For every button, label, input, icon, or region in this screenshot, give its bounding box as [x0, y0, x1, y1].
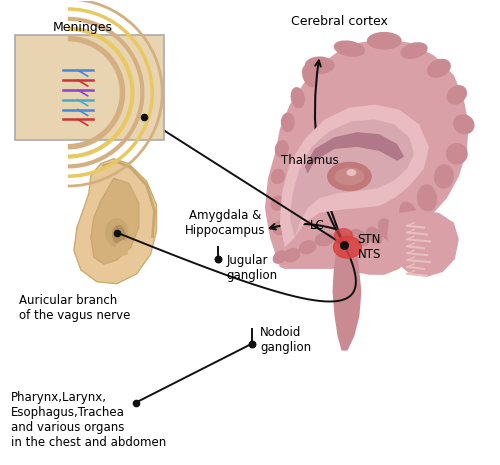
Text: STN: STN	[358, 233, 381, 246]
Ellipse shape	[106, 219, 128, 246]
Text: LC: LC	[310, 219, 324, 232]
Ellipse shape	[417, 184, 437, 212]
Ellipse shape	[271, 169, 285, 184]
Polygon shape	[387, 210, 459, 277]
Ellipse shape	[327, 162, 372, 191]
Ellipse shape	[400, 202, 419, 230]
Ellipse shape	[302, 65, 318, 87]
Ellipse shape	[270, 195, 285, 211]
Ellipse shape	[332, 231, 351, 244]
Ellipse shape	[446, 85, 467, 105]
Ellipse shape	[314, 232, 334, 246]
Text: Auricular branch
of the vagus nerve: Auricular branch of the vagus nerve	[20, 294, 130, 323]
Ellipse shape	[113, 226, 124, 243]
Ellipse shape	[350, 229, 369, 246]
Polygon shape	[332, 247, 362, 351]
Polygon shape	[290, 120, 414, 238]
Polygon shape	[116, 240, 128, 257]
Text: Thalamus: Thalamus	[281, 154, 338, 167]
Ellipse shape	[334, 167, 364, 186]
Text: Nodoid
ganglion: Nodoid ganglion	[260, 326, 311, 354]
Ellipse shape	[299, 240, 316, 254]
Ellipse shape	[281, 113, 295, 132]
Text: Pharynx,Larynx,
Esophagus,Trachea
and various organs
in the chest and abdomen: Pharynx,Larynx, Esophagus,Trachea and va…	[12, 391, 166, 449]
Text: Meninges: Meninges	[53, 21, 113, 34]
Ellipse shape	[346, 169, 356, 176]
Ellipse shape	[366, 227, 382, 244]
Ellipse shape	[304, 56, 334, 74]
Ellipse shape	[275, 140, 289, 158]
Ellipse shape	[334, 229, 352, 242]
Ellipse shape	[446, 143, 468, 165]
Text: Jugular
ganglion: Jugular ganglion	[226, 254, 278, 282]
Ellipse shape	[334, 40, 365, 57]
Ellipse shape	[427, 59, 451, 78]
Ellipse shape	[334, 237, 361, 258]
Ellipse shape	[400, 42, 427, 59]
Text: Amygdala &
Hippocampus: Amygdala & Hippocampus	[185, 209, 266, 237]
Ellipse shape	[434, 164, 454, 189]
Ellipse shape	[367, 32, 402, 50]
FancyBboxPatch shape	[16, 35, 165, 140]
Ellipse shape	[272, 250, 287, 264]
Text: Cerebral cortex: Cerebral cortex	[291, 15, 388, 28]
Ellipse shape	[453, 114, 474, 134]
Ellipse shape	[290, 87, 305, 108]
Text: NTS: NTS	[358, 248, 381, 261]
Ellipse shape	[272, 220, 287, 235]
Ellipse shape	[284, 248, 300, 263]
Ellipse shape	[378, 218, 396, 241]
Polygon shape	[74, 159, 156, 284]
Polygon shape	[91, 179, 138, 264]
Polygon shape	[265, 39, 469, 275]
Polygon shape	[280, 105, 429, 247]
Polygon shape	[304, 132, 404, 173]
